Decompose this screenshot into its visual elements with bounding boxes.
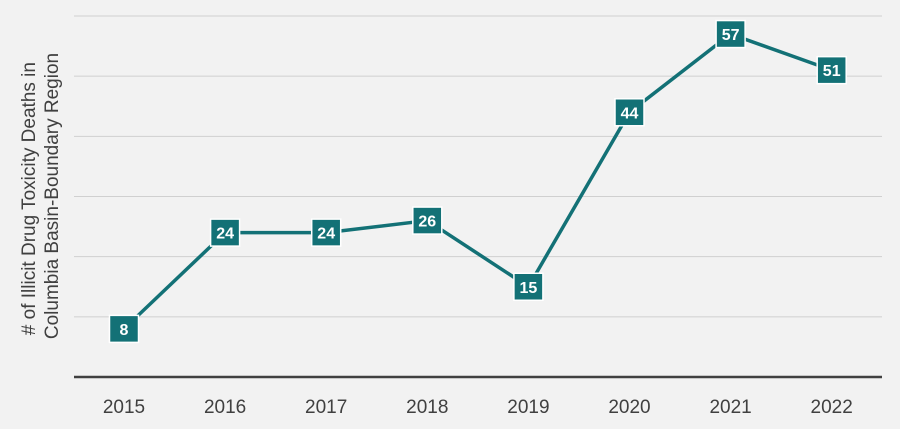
data-label: 57 (722, 27, 740, 44)
data-label: 15 (520, 280, 538, 297)
x-tick-label: 2016 (204, 397, 246, 418)
data-point-marker (614, 98, 645, 127)
data-point: 57 (715, 19, 746, 49)
data-point-marker (108, 314, 140, 344)
data-points: 8 24 24 26 15 44 57 51 (108, 19, 847, 344)
y-axis-label-line-1: # of Illicit Drug Toxicity Deaths in (19, 62, 40, 335)
data-point-marker (816, 55, 847, 85)
data-point: 44 (614, 98, 645, 127)
data-point: 24 (310, 218, 342, 247)
data-point-marker (513, 272, 544, 301)
x-tick-label: 2020 (608, 397, 650, 418)
data-point-marker (715, 19, 746, 49)
data-point: 51 (816, 55, 847, 85)
x-tick-label: 2018 (406, 397, 448, 418)
data-label: 26 (418, 214, 436, 231)
x-tick-label: 2015 (103, 397, 145, 418)
x-tick-label: 2021 (709, 397, 751, 418)
data-point-marker (209, 218, 241, 247)
series-line (122, 32, 833, 331)
y-axis-label: # of Illicit Drug Toxicity Deaths in Col… (19, 53, 63, 339)
data-point-marker (412, 206, 443, 235)
data-label: 24 (317, 226, 335, 243)
gridlines (74, 15, 882, 318)
x-axis-ticks: 2015 2016 2017 2018 2019 2020 2021 2022 (103, 397, 853, 418)
data-point: 15 (513, 272, 544, 301)
x-tick-label: 2019 (507, 397, 549, 418)
x-tick-label: 2017 (305, 397, 347, 418)
data-point-marker (310, 218, 342, 247)
data-point: 26 (412, 206, 443, 235)
data-label: 24 (216, 226, 234, 243)
data-label: 8 (120, 322, 129, 339)
data-label: 44 (621, 105, 639, 122)
data-point: 24 (209, 218, 241, 247)
data-label: 51 (823, 63, 841, 80)
data-point: 8 (108, 314, 140, 344)
y-axis-label-line-2: Columbia Basin-Boundary Region (42, 53, 63, 339)
x-tick-label: 2022 (811, 397, 853, 418)
